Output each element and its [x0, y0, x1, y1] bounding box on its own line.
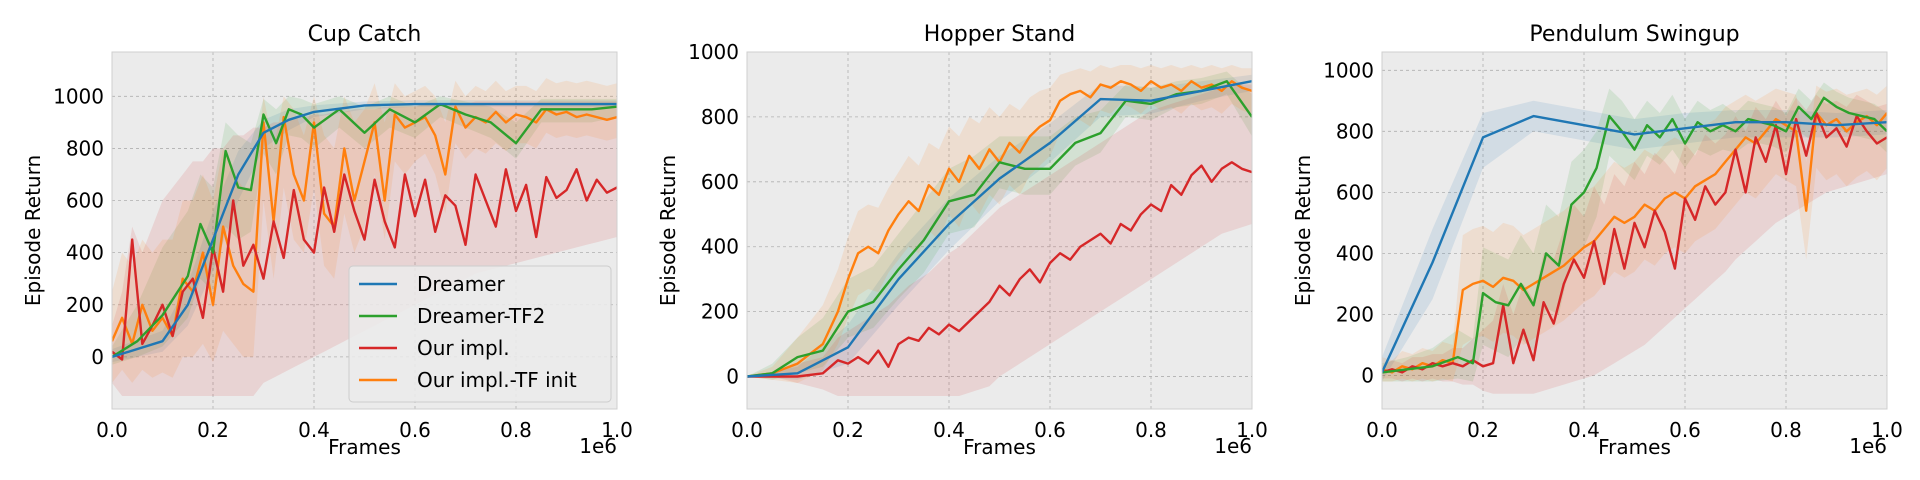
panel-cup-catch-ytick-label-3: 600 [66, 189, 104, 213]
panel-hopper-stand-ytick-label-0: 0 [726, 365, 739, 389]
panel-hopper-stand-x-offset-label: 1e6 [1214, 434, 1252, 458]
panel-cup-catch-band-dreamer [112, 100, 617, 363]
panel-pendulum-swingup-xtick-label-1: 0.2 [1467, 418, 1499, 442]
legend-label-our-impl: Our impl. [417, 336, 510, 360]
panel-pendulum-swingup-ytick-label-0: 0 [1361, 363, 1374, 387]
panel-pendulum-swingup-x-offset-label: 1e6 [1849, 434, 1887, 458]
panel-pendulum-swingup-xtick-label-2: 0.4 [1568, 418, 1600, 442]
panel-cup-catch-series-area [112, 78, 617, 396]
panel-pendulum-swingup-line-our-impl-tf-init [1382, 111, 1887, 374]
panel-pendulum-swingup-xlabel: Frames [1598, 435, 1671, 459]
panel-pendulum-swingup-line-dreamer [1382, 114, 1887, 373]
panel-pendulum-swingup-band-dreamer-tf2 [1382, 82, 1887, 382]
panel-pendulum-swingup-xtick-label-0: 0.0 [1366, 418, 1398, 442]
panel-hopper-stand-xlabel: Frames [963, 435, 1036, 459]
panel-cup-catch: 0.0 0.2 0.4 0.6 0.8 1.0 0 200 400 600 800 1000 Cup … [21, 22, 633, 459]
panel-pendulum-swingup-plot: 0.0 0.2 0.4 0.6 0.8 1.0 0 200 400 600 800 1000 [1323, 51, 1903, 442]
panel-hopper-stand-xtick-label-4: 0.8 [1135, 418, 1167, 442]
panel-hopper-stand-xtick-label-0: 0.0 [731, 418, 763, 442]
panel-pendulum-swingup-frame [1381, 51, 1888, 410]
panel-pendulum-swingup-xtick-label-3: 0.6 [1669, 418, 1701, 442]
panel-hopper-stand-ytick-label-3: 600 [701, 170, 739, 194]
panel-pendulum-swingup-line-our-impl [1382, 111, 1887, 374]
panel-cup-catch-band-dreamer-tf2 [112, 96, 617, 365]
panel-pendulum-swingup-band-our-impl-tf-init [1382, 85, 1887, 382]
panel-pendulum-swingup-series-area [1382, 82, 1887, 394]
panel-cup-catch-plot: 0.0 0.2 0.4 0.6 0.8 1.0 0 200 400 600 800 1000 [53, 51, 633, 442]
panel-hopper-stand-band-our-impl-tf-init [747, 65, 1252, 383]
panel-cup-catch-ytick-label-2: 400 [66, 241, 104, 265]
panel-hopper-stand-ytick-label-1: 200 [701, 300, 739, 324]
panel-hopper-stand-line-dreamer [747, 80, 1252, 378]
panel-hopper-stand-title: Hopper Stand [924, 22, 1076, 47]
panel-hopper-stand-line-our-impl [747, 161, 1252, 378]
panel-cup-catch-band-our-impl-tf-init [112, 78, 617, 383]
panel-hopper-stand-series-area [747, 65, 1252, 396]
panel-cup-catch-line-dreamer [112, 102, 617, 359]
panel-cup-catch-ytick-label-0: 0 [91, 345, 104, 369]
panel-cup-catch-xtick-label-5: 1.0 [601, 418, 633, 442]
panel-hopper-stand-xtick-label-2: 0.4 [933, 418, 965, 442]
panel-pendulum-swingup-ytick-label-2: 400 [1336, 241, 1374, 265]
panel-hopper-stand-band-our-impl [747, 84, 1252, 396]
panel-cup-catch-line-dreamer-tf2 [112, 102, 617, 358]
panel-cup-catch-xtick-label-1: 0.2 [197, 418, 229, 442]
panel-cup-catch-xtick-label-0: 0.0 [96, 418, 128, 442]
panel-cup-catch-ytick-label-1: 200 [66, 293, 104, 317]
panel-hopper-stand-xtick-label-3: 0.6 [1034, 418, 1066, 442]
panel-cup-catch-xlabel: Frames [328, 435, 401, 459]
panel-pendulum-swingup-band-our-impl [1382, 94, 1887, 394]
panel-hopper-stand-ylabel: Episode Return [656, 155, 680, 306]
panel-pendulum-swingup-ytick-label-5: 1000 [1323, 58, 1374, 82]
panel-hopper-stand-ytick-label-2: 400 [701, 235, 739, 259]
panel-hopper-stand-band-dreamer [747, 74, 1252, 380]
panel-hopper-stand-plot: 0.0 0.2 0.4 0.6 0.8 1.0 0 200 400 600 800 1000 [688, 40, 1268, 442]
legend-label-dreamer-tf2: Dreamer-TF2 [417, 304, 545, 328]
panel-hopper-stand-ytick-label-4: 800 [701, 105, 739, 129]
panel-pendulum-swingup-title: Pendulum Swingup [1529, 22, 1739, 47]
panel-cup-catch-x-offset-label: 1e6 [579, 434, 617, 458]
panel-pendulum-swingup-ylabel: Episode Return [1291, 155, 1315, 306]
panel-pendulum-swingup-ytick-label-1: 200 [1336, 302, 1374, 326]
panel-cup-catch-xtick-label-2: 0.4 [298, 418, 330, 442]
panel-hopper-stand-frame [746, 51, 1253, 410]
panel-pendulum-swingup-ytick-label-3: 600 [1336, 180, 1374, 204]
legend-label-dreamer: Dreamer [417, 272, 506, 296]
panel-hopper-stand-xtick-label-1: 0.2 [832, 418, 864, 442]
panel-hopper-stand-xtick-label-5: 1.0 [1236, 418, 1268, 442]
legend: Dreamer Dreamer-TF2 Our impl. Our impl.-… [348, 265, 612, 403]
panel-cup-catch-ylabel: Episode Return [21, 155, 45, 306]
panel-hopper-stand-ytick-label-5: 1000 [688, 40, 739, 64]
panel-cup-catch-frame [111, 51, 618, 410]
panel-pendulum-swingup-xtick-label-4: 0.8 [1770, 418, 1802, 442]
panel-pendulum-swingup-xtick-label-5: 1.0 [1871, 418, 1903, 442]
panel-cup-catch-xtick-label-4: 0.8 [500, 418, 532, 442]
legend-frame [348, 265, 612, 403]
panel-cup-catch-ytick-label-5: 1000 [53, 84, 104, 108]
panel-pendulum-swingup-ytick-label-4: 800 [1336, 119, 1374, 143]
panel-cup-catch-ytick-label-4: 800 [66, 136, 104, 160]
panel-cup-catch-line-our-impl [112, 168, 617, 361]
panel-pendulum-swingup: 0.0 0.2 0.4 0.6 0.8 1.0 0 200 400 600 800 1000 Pend… [1291, 22, 1903, 459]
panel-cup-catch-title: Cup Catch [308, 22, 422, 47]
panel-hopper-stand-line-our-impl-tf-init [747, 79, 1252, 378]
panel-cup-catch-xtick-label-3: 0.6 [399, 418, 431, 442]
panel-hopper-stand: 0.0 0.2 0.4 0.6 0.8 1.0 0 200 400 600 800 1000 Hopp… [656, 22, 1268, 459]
legend-label-our-impl-tf-init: Our impl.-TF init [417, 368, 577, 392]
panel-hopper-stand-background [747, 52, 1252, 409]
